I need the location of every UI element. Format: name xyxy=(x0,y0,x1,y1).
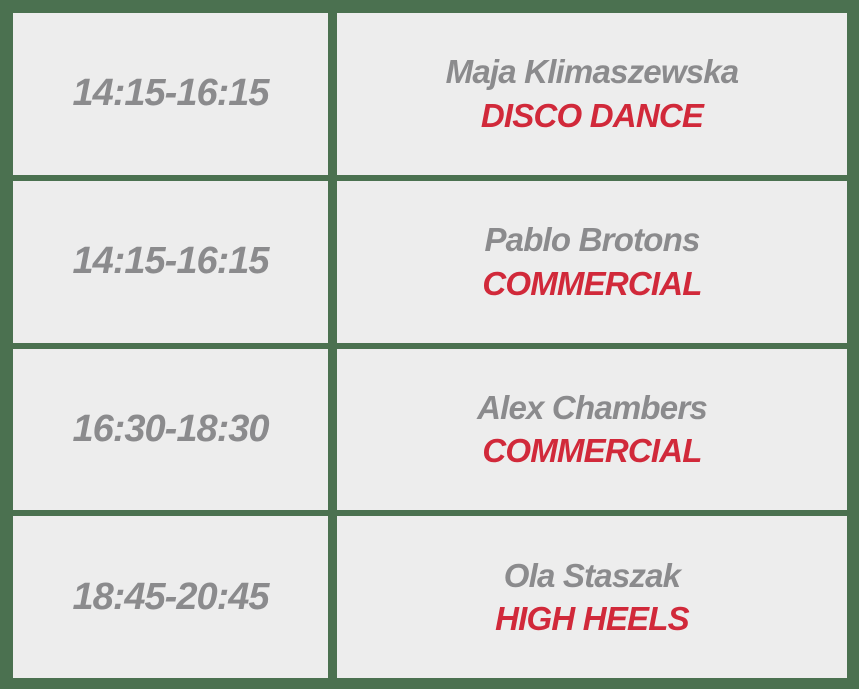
class-cell: Alex Chambers COMMERCIAL xyxy=(337,348,847,511)
time-cell: 14:15-16:15 xyxy=(13,13,328,175)
instructor-name: Pablo Brotons xyxy=(484,221,700,259)
class-name: HIGH HEELS xyxy=(495,600,690,638)
class-name: DISCO DANCE xyxy=(480,96,704,134)
class-cell: Maja Klimaszewska DISCO DANCE xyxy=(337,13,847,175)
instructor-name: Maja Klimaszewska xyxy=(445,53,740,91)
instructor-name: Ola Staszak xyxy=(503,556,681,594)
time-cell: 14:15-16:15 xyxy=(13,180,328,343)
class-name: COMMERCIAL xyxy=(482,264,702,302)
time-cell: 18:45-20:45 xyxy=(13,516,328,678)
instructor-name: Alex Chambers xyxy=(477,388,708,426)
time-cell: 16:30-18:30 xyxy=(13,348,328,511)
class-cell: Pablo Brotons COMMERCIAL xyxy=(337,180,847,343)
class-cell: Ola Staszak HIGH HEELS xyxy=(337,516,847,678)
class-name: COMMERCIAL xyxy=(482,432,702,470)
